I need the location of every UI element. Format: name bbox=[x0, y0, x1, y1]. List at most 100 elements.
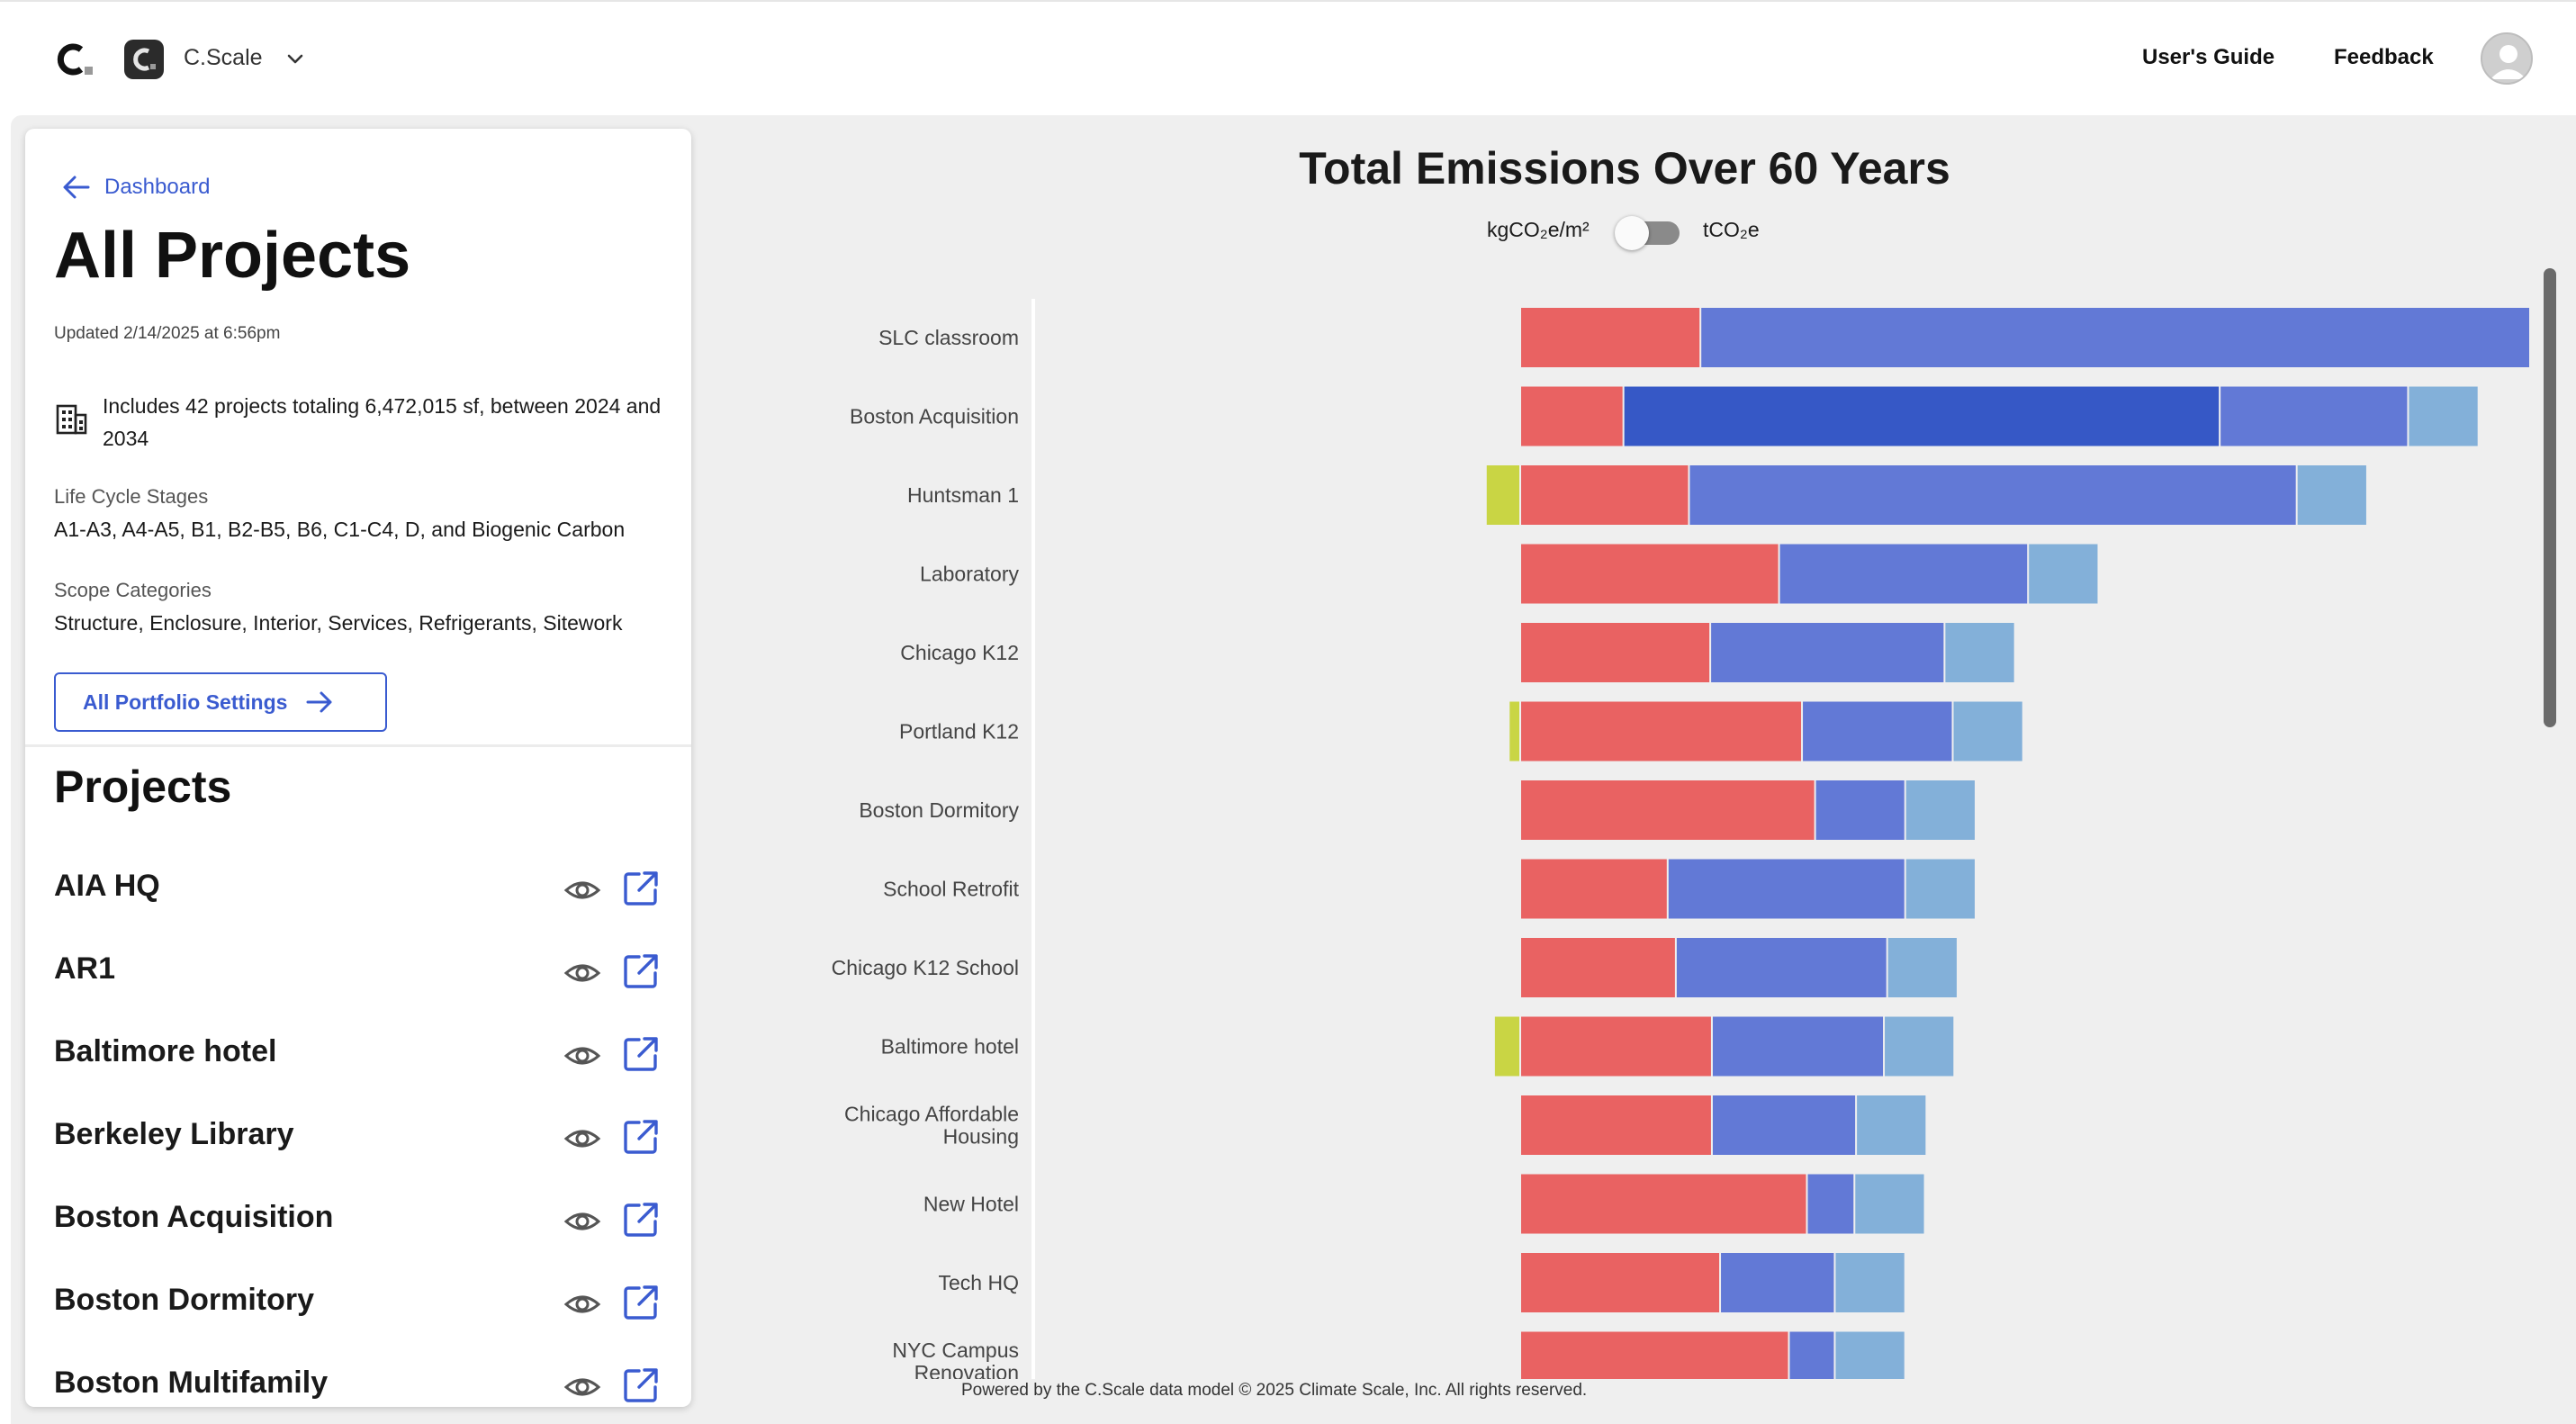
bar-segment[interactable] bbox=[2220, 386, 2408, 446]
open-external-icon[interactable] bbox=[621, 1200, 661, 1239]
bar-segment[interactable] bbox=[1712, 1095, 1856, 1155]
toggle-knob[interactable] bbox=[1615, 216, 1649, 250]
bar-segment[interactable] bbox=[1885, 1016, 1954, 1077]
scope-value: Structure, Enclosure, Interior, Services… bbox=[54, 611, 623, 635]
open-external-icon[interactable] bbox=[621, 869, 661, 908]
project-name[interactable]: AR1 bbox=[54, 951, 116, 986]
bar-segment[interactable] bbox=[1521, 701, 1802, 762]
bar-segment[interactable] bbox=[1789, 1331, 1834, 1380]
open-external-icon[interactable] bbox=[621, 1034, 661, 1074]
bar-segment[interactable] bbox=[1624, 386, 2220, 446]
category-label: Boston Acquisition bbox=[850, 405, 1019, 428]
bar-segment[interactable] bbox=[1835, 1253, 1905, 1312]
bar-segment[interactable] bbox=[1855, 1174, 1924, 1234]
project-name[interactable]: AIA HQ bbox=[54, 869, 160, 903]
bar-segment[interactable] bbox=[1521, 1174, 1806, 1234]
bar-segment[interactable] bbox=[1721, 1253, 1834, 1312]
project-row[interactable]: Baltimore hotel bbox=[25, 1014, 691, 1097]
open-external-icon[interactable] bbox=[621, 1365, 661, 1405]
building-icon bbox=[56, 404, 87, 435]
bar-segment[interactable] bbox=[1945, 623, 2014, 682]
bar-segment[interactable] bbox=[1953, 701, 2022, 762]
bar-segment[interactable] bbox=[1857, 1095, 1926, 1155]
bar-segment[interactable] bbox=[1521, 1253, 1720, 1312]
emissions-chart[interactable]: SLC classroom Boston Acquisition Huntsman … bbox=[738, 288, 2529, 1379]
bar-segment[interactable] bbox=[1521, 1095, 1711, 1155]
bar-segment[interactable] bbox=[1712, 1016, 1884, 1077]
org-icon[interactable] bbox=[124, 40, 164, 79]
bar-segment[interactable] bbox=[1905, 780, 1975, 840]
bar-segment[interactable] bbox=[1711, 623, 1944, 682]
bar-segment[interactable] bbox=[1835, 1331, 1905, 1380]
feedback-link[interactable]: Feedback bbox=[2334, 45, 2434, 69]
unit-label-total: tCO₂e bbox=[1703, 218, 1760, 241]
bar-segment[interactable] bbox=[1521, 1016, 1711, 1077]
cscale-logo[interactable] bbox=[54, 41, 97, 77]
category-label: New Hotel bbox=[923, 1193, 1019, 1216]
bar-segment[interactable] bbox=[1486, 465, 1519, 525]
arrow-left-icon bbox=[63, 176, 90, 199]
bar-segment[interactable] bbox=[1521, 623, 1710, 682]
project-name[interactable]: Boston Dormitory bbox=[54, 1283, 314, 1317]
bar-segment[interactable] bbox=[1509, 701, 1519, 762]
bar-segment[interactable] bbox=[2029, 544, 2098, 604]
back-to-dashboard-link[interactable]: Dashboard bbox=[61, 174, 210, 201]
bar-segment[interactable] bbox=[1494, 1016, 1519, 1077]
eye-icon[interactable] bbox=[563, 1203, 601, 1239]
bar-segment[interactable] bbox=[1779, 544, 2028, 604]
footer-copyright: Powered by the C.Scale data model © 2025… bbox=[961, 1381, 1588, 1400]
eye-icon[interactable] bbox=[563, 1286, 601, 1322]
project-row[interactable]: Boston Acquisition bbox=[25, 1180, 691, 1263]
bar-segment[interactable] bbox=[1668, 859, 1905, 919]
open-external-icon[interactable] bbox=[621, 1283, 661, 1322]
org-logo-icon bbox=[133, 48, 156, 71]
bar-segment[interactable] bbox=[1905, 859, 1975, 919]
org-name[interactable]: C.Scale bbox=[184, 45, 263, 70]
category-label: Boston Dormitory bbox=[859, 798, 1019, 822]
bar-segment[interactable] bbox=[1815, 780, 1905, 840]
bar-segment[interactable] bbox=[1521, 859, 1667, 919]
project-name[interactable]: Baltimore hotel bbox=[54, 1034, 277, 1068]
chevron-down-icon[interactable] bbox=[284, 49, 306, 70]
eye-icon[interactable] bbox=[563, 1369, 601, 1405]
portfolio-settings-button[interactable]: All Portfolio Settings bbox=[54, 672, 387, 732]
category-label: School Retrofit bbox=[883, 878, 1019, 901]
bar-segment[interactable] bbox=[1807, 1174, 1854, 1234]
bar-segment[interactable] bbox=[1689, 465, 2296, 525]
avatar[interactable] bbox=[2481, 32, 2533, 85]
top-nav: C.Scale User's Guide Feedback bbox=[0, 0, 2576, 113]
project-name[interactable]: Berkeley Library bbox=[54, 1117, 294, 1151]
eye-icon[interactable] bbox=[563, 1121, 601, 1157]
bar-segment[interactable] bbox=[2409, 386, 2478, 446]
bar-segment[interactable] bbox=[1676, 938, 1887, 997]
category-label: Chicago K12 bbox=[900, 641, 1019, 664]
project-name[interactable]: Boston Multifamily bbox=[54, 1365, 329, 1400]
bar-segment[interactable] bbox=[2297, 465, 2366, 525]
eye-icon[interactable] bbox=[563, 872, 601, 908]
eye-icon[interactable] bbox=[563, 955, 601, 991]
bar-segment[interactable] bbox=[1521, 544, 1779, 604]
bar-segment[interactable] bbox=[1521, 780, 1815, 840]
bar-segment[interactable] bbox=[1701, 308, 2529, 367]
open-external-icon[interactable] bbox=[621, 1117, 661, 1157]
project-name[interactable]: Boston Acquisition bbox=[54, 1200, 334, 1234]
bar-segment[interactable] bbox=[1521, 938, 1675, 997]
bar-segment[interactable] bbox=[1521, 465, 1689, 525]
bar-segment[interactable] bbox=[1887, 938, 1957, 997]
chart-title: Total Emissions Over 60 Years bbox=[1299, 143, 1950, 194]
project-row[interactable]: Boston Dormitory bbox=[25, 1263, 691, 1346]
project-row[interactable]: Berkeley Library bbox=[25, 1097, 691, 1180]
bar-segment[interactable] bbox=[1521, 1331, 1788, 1380]
eye-icon[interactable] bbox=[563, 1038, 601, 1074]
bar-segment[interactable] bbox=[1803, 701, 1952, 762]
chart-scrollbar[interactable] bbox=[2544, 268, 2556, 727]
bar-segment[interactable] bbox=[1521, 308, 1700, 367]
open-external-icon[interactable] bbox=[621, 951, 661, 991]
project-row[interactable]: AR1 bbox=[25, 932, 691, 1014]
project-row[interactable]: Boston Multifamily bbox=[25, 1346, 691, 1407]
bar-segment[interactable] bbox=[1521, 386, 1623, 446]
users-guide-link[interactable]: User's Guide bbox=[2142, 45, 2275, 69]
project-row[interactable]: AIA HQ bbox=[25, 849, 691, 932]
lifecycle-label: Life Cycle Stages bbox=[54, 485, 209, 508]
unit-toggle[interactable] bbox=[1615, 216, 1683, 250]
